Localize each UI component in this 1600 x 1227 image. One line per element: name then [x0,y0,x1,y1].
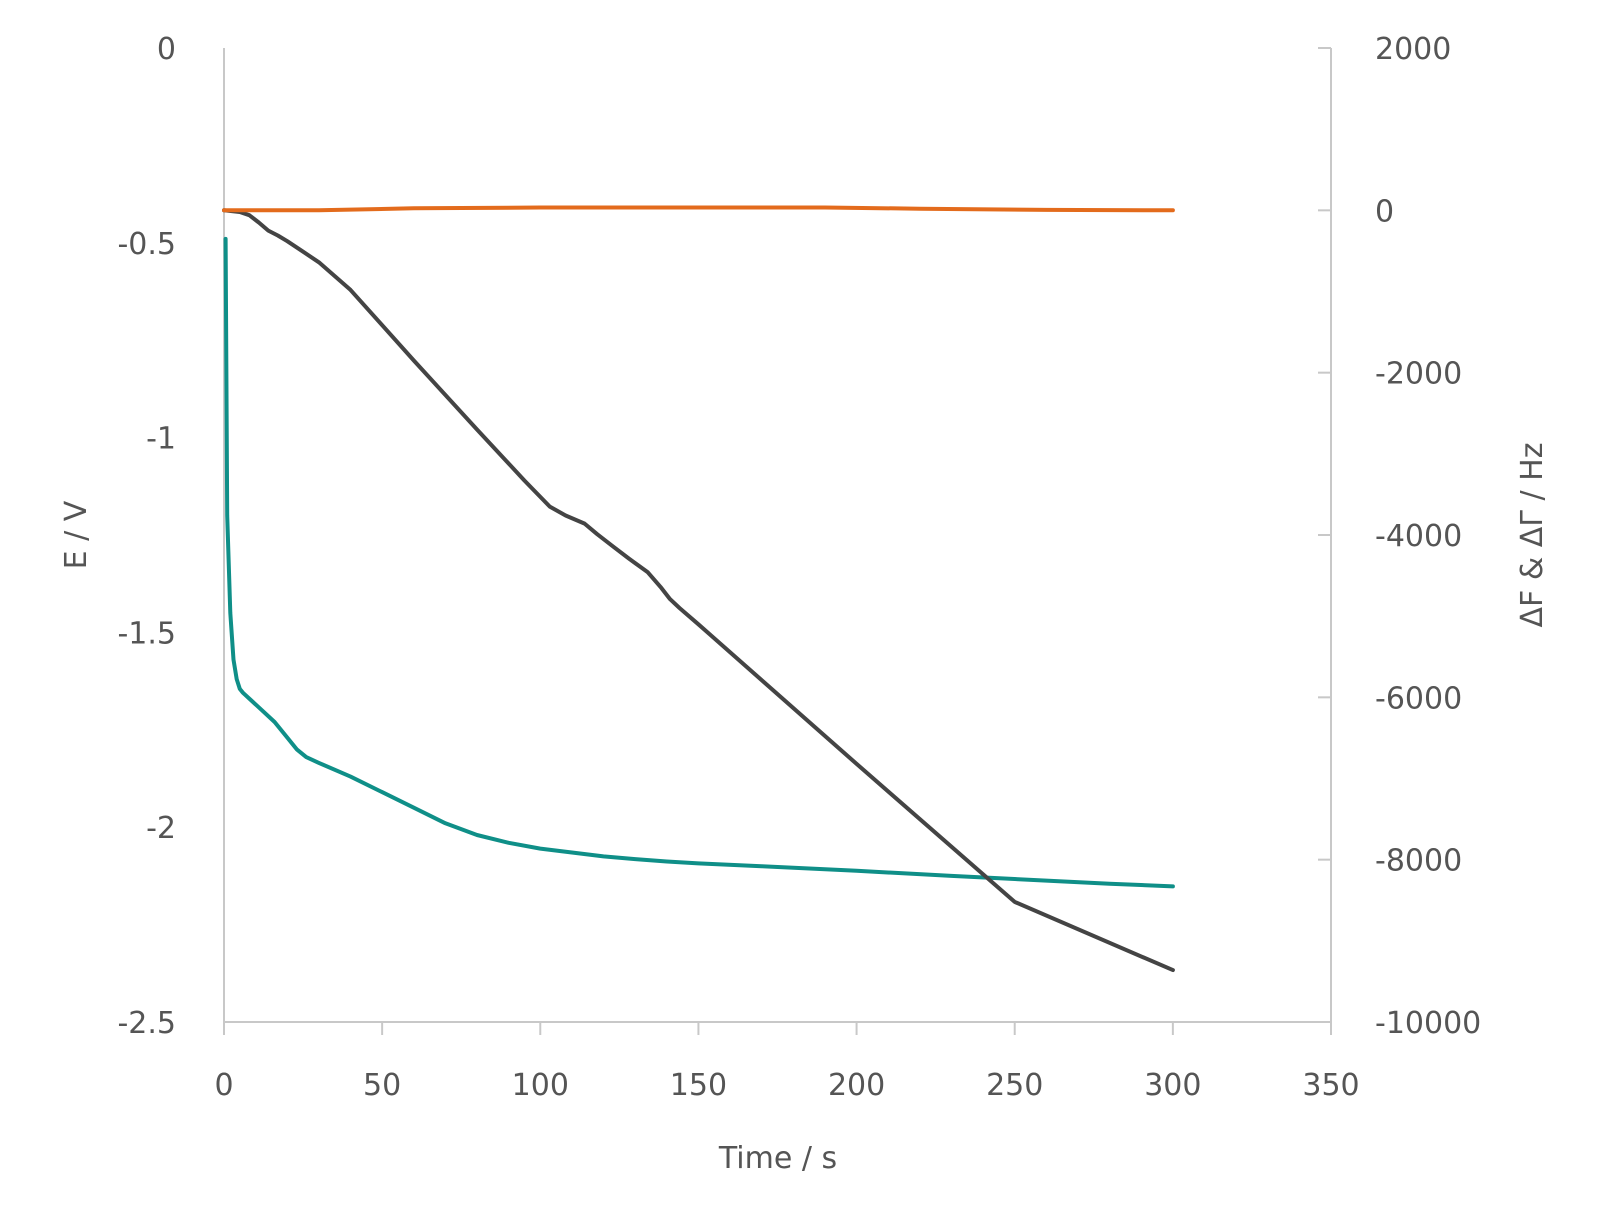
y-right-tick-label: 2000 [1375,32,1451,67]
y-left-ticks: 0 -0.5 -1 -1.5 -2 -2.5 [117,32,176,1041]
x-tick-label: 200 [828,1068,885,1103]
y-left-tick-label: -0.5 [117,227,176,262]
y-right-tick-label: -2000 [1375,357,1462,392]
y-right-tick-label: 0 [1375,194,1394,229]
x-tick-label: 50 [363,1068,401,1103]
series-line-1 [223,236,1175,889]
y-left-axis-title: E / V [59,500,94,569]
y-left-tick-label: -2 [146,811,176,846]
x-tick-label: 150 [670,1068,727,1103]
y-left-tick-label: 0 [157,32,176,67]
x-tick-label: 350 [1302,1068,1359,1103]
x-ticks: 0 50 100 150 200 250 300 350 [214,1022,1360,1103]
y-right-tick-label: -4000 [1375,519,1462,554]
y-right-tick-label: -10000 [1375,1006,1481,1041]
x-tick-label: 300 [1144,1068,1201,1103]
y-left-tick-label: -2.5 [117,1006,176,1041]
series-line-3 [222,205,1175,213]
x-axis-title: Time / s [718,1141,837,1176]
y-right-ticks: 2000 0 -2000 -4000 -6000 -8000 -10000 [1318,32,1481,1041]
y-left-tick-label: -1 [146,422,176,457]
x-tick-label: 250 [986,1068,1043,1103]
y-right-tick-label: -6000 [1375,681,1462,716]
axes: 0 50 100 150 200 250 300 350 0-0.5-1-1.5-2-2.5 … [117,32,1481,1103]
x-tick-label: 100 [512,1068,569,1103]
series-line-2 [222,208,1175,973]
series-layer [222,205,1175,973]
y-left-tick-label: -1.5 [117,616,176,651]
y-right-axis-title: ΔF & ΔΓ / Hz [1515,443,1550,628]
x-tick-label: 0 [214,1068,233,1103]
y-right-tick-label: -8000 [1375,844,1462,879]
